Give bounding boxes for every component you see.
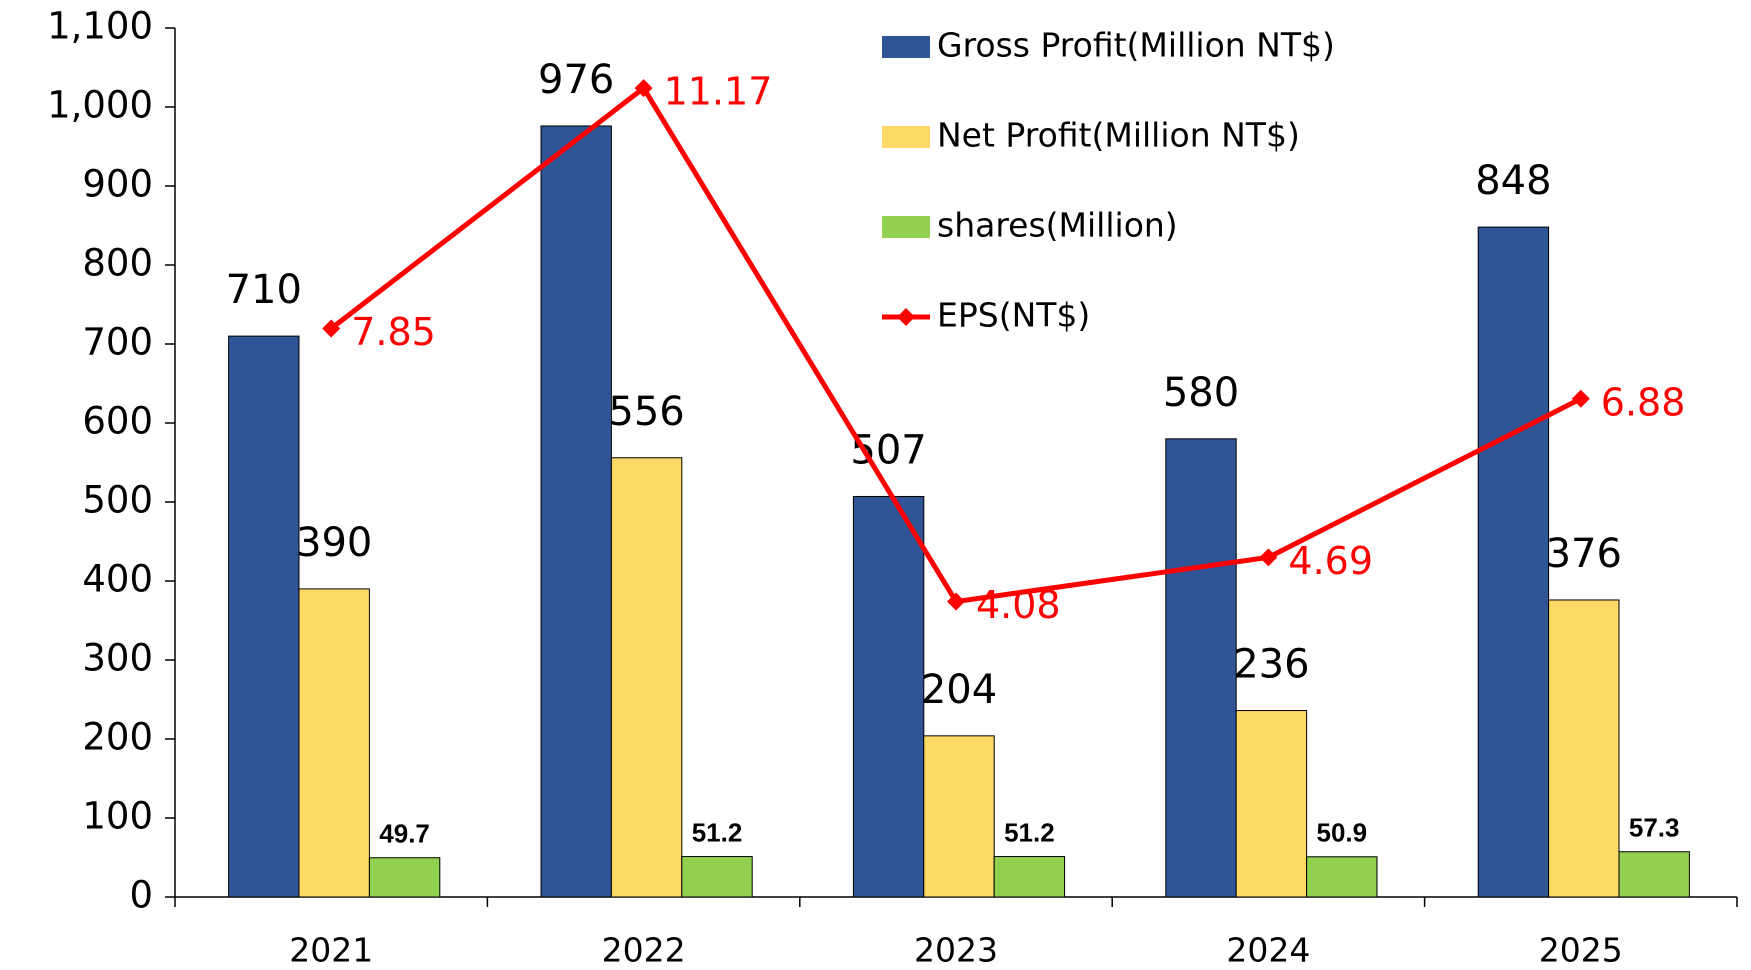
- legend-label: Net Profit(Million NT$): [937, 116, 1300, 155]
- legend-label: shares(Million): [937, 206, 1178, 245]
- y-tick-label: 1,100: [47, 5, 153, 48]
- y-tick-label: 200: [82, 716, 153, 759]
- bar: [993, 856, 1066, 898]
- marker: [1571, 389, 1590, 408]
- data-label: 848: [1475, 158, 1551, 204]
- bar: [610, 457, 683, 898]
- data-label: 236: [1233, 642, 1309, 688]
- y-tick-label: 1,000: [47, 84, 153, 127]
- marker: [947, 592, 965, 611]
- x-tick-label: 2023: [914, 931, 998, 970]
- legend-swatch: [882, 126, 930, 148]
- x-tick-label: 2025: [1539, 931, 1623, 970]
- data-label: 4.69: [1288, 539, 1373, 583]
- data-label: 7.85: [351, 310, 436, 354]
- bar: [852, 495, 925, 898]
- legend-marker: [897, 308, 915, 326]
- marker: [634, 79, 653, 98]
- marker: [322, 319, 341, 338]
- bar: [1548, 599, 1620, 898]
- data-label: 390: [296, 520, 372, 566]
- data-label: 51.2: [692, 817, 743, 847]
- bar: [1235, 710, 1308, 898]
- data-label: 50.9: [1316, 818, 1367, 848]
- x-tick-label: 2021: [289, 931, 373, 970]
- data-label: 580: [1163, 370, 1239, 416]
- bar: [923, 735, 995, 898]
- legend-swatch: [882, 36, 930, 58]
- bar: [1477, 226, 1550, 898]
- data-label: 11.17: [664, 70, 773, 114]
- bar: [681, 856, 753, 898]
- marker: [1259, 548, 1278, 567]
- data-label: 51.2: [1004, 817, 1055, 847]
- bar: [368, 857, 441, 898]
- data-label: 976: [538, 57, 614, 103]
- y-tick-label: 400: [82, 558, 153, 601]
- bar: [1165, 438, 1237, 898]
- y-tick-label: 300: [82, 637, 153, 680]
- data-label: 57.3: [1629, 813, 1680, 843]
- bar: [540, 125, 612, 898]
- legend-label: EPS(NT$): [937, 296, 1090, 335]
- bar: [1618, 851, 1690, 898]
- bar: [228, 335, 300, 898]
- y-tick-label: 800: [82, 242, 153, 285]
- line: [329, 84, 1582, 605]
- y-tick-label: 100: [82, 795, 153, 838]
- legend-swatch: [882, 216, 930, 238]
- data-label: 6.88: [1601, 380, 1686, 424]
- bar: [1306, 856, 1378, 898]
- y-tick-label: 500: [82, 479, 153, 522]
- data-label: 376: [1546, 531, 1622, 577]
- y-tick-label: 900: [82, 163, 153, 206]
- data-label: 710: [226, 267, 302, 313]
- y-tick-label: 0: [129, 874, 153, 917]
- data-label: 204: [921, 667, 997, 713]
- x-tick-label: 2022: [602, 931, 686, 970]
- y-tick-label: 600: [82, 400, 153, 443]
- data-label: 556: [608, 389, 684, 435]
- data-label: 4.08: [976, 583, 1061, 627]
- bar: [298, 588, 370, 898]
- y-tick-label: 700: [82, 321, 153, 364]
- data-label: 49.7: [379, 819, 430, 849]
- legend-label: Gross Profit(Million NT$): [937, 26, 1335, 65]
- x-tick-label: 2024: [1226, 931, 1310, 970]
